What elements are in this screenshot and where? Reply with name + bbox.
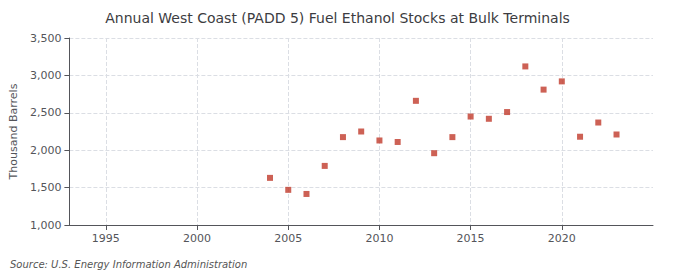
svg-text:2015: 2015 (457, 232, 485, 245)
svg-text:Thousand Barrels: Thousand Barrels (7, 83, 20, 180)
svg-text:1,000: 1,000 (30, 219, 62, 232)
svg-text:Source: U.S. Energy Informatio: Source: U.S. Energy Information Administ… (10, 259, 247, 270)
svg-text:2005: 2005 (274, 232, 302, 245)
svg-text:3,500: 3,500 (30, 32, 62, 45)
svg-text:2,500: 2,500 (30, 106, 62, 119)
svg-text:Annual West Coast (PADD 5) Fue: Annual West Coast (PADD 5) Fuel Ethanol … (105, 10, 570, 26)
svg-text:2,000: 2,000 (30, 144, 62, 157)
svg-text:2020: 2020 (548, 232, 576, 245)
svg-text:2010: 2010 (365, 232, 393, 245)
svg-text:1,500: 1,500 (30, 181, 62, 194)
svg-text:1995: 1995 (92, 232, 120, 245)
svg-text:3,000: 3,000 (30, 69, 62, 82)
svg-text:2000: 2000 (183, 232, 211, 245)
